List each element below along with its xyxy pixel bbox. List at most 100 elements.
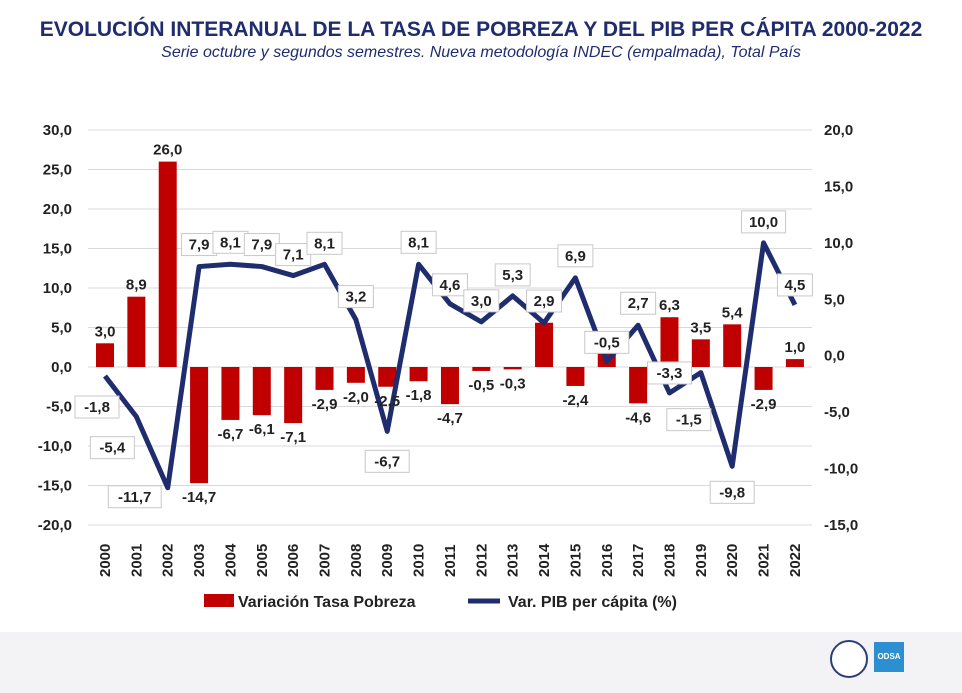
right-axis-tick: 0,0	[824, 348, 845, 365]
x-axis-tick: 2021	[756, 544, 773, 577]
x-axis-tick: 2006	[285, 544, 302, 577]
right-axis-tick: -10,0	[824, 461, 858, 478]
line-data-label: 5,3	[502, 267, 523, 284]
bar-2000	[96, 343, 114, 367]
bar-2020	[723, 324, 742, 367]
bar-data-label: 1,0	[784, 339, 805, 356]
x-axis-tick: 2005	[254, 544, 271, 577]
left-axis-tick: -15,0	[38, 478, 72, 495]
line-label-box	[107, 485, 162, 509]
x-axis-tick: 2013	[505, 544, 522, 577]
legend-bar-label: Variación Tasa Pobreza	[238, 594, 416, 611]
bar-2006	[284, 367, 303, 424]
chart-title: EVOLUCIÓN INTERANUAL DE LA TASA DE POBRE…	[39, 18, 923, 41]
bar-data-label: 26,0	[153, 142, 182, 159]
bar-data-label: -14,7	[182, 489, 216, 506]
bar-2013	[503, 367, 522, 370]
left-axis-tick: 0,0	[51, 359, 72, 376]
left-axis-tick: 5,0	[51, 320, 72, 337]
x-axis-tick: 2011	[442, 544, 459, 577]
line-data-label: -11,7	[118, 489, 151, 506]
bar-2005	[252, 367, 271, 416]
bar-data-label: -2,4	[562, 392, 589, 409]
bar-2019	[691, 339, 710, 367]
bar-2008	[346, 367, 365, 383]
x-axis-tick: 2009	[379, 544, 396, 577]
line-data-label: 4,6	[440, 277, 461, 294]
line-label-box	[89, 436, 135, 460]
bar-2017	[629, 367, 648, 404]
bar-data-label: 8,9	[126, 277, 147, 294]
bar-data-label: 3,5	[690, 319, 711, 336]
line-data-label: 7,9	[251, 237, 272, 254]
left-axis-tick: -20,0	[38, 517, 72, 534]
x-axis-tick: 2018	[661, 544, 678, 577]
left-axis-tick: 15,0	[43, 241, 72, 258]
left-axis-tick: -5,0	[46, 399, 72, 416]
right-axis-tick: 20,0	[824, 122, 853, 139]
bar-data-label: -6,7	[218, 426, 244, 443]
line-label-box	[584, 330, 630, 354]
x-axis-tick: 2008	[348, 544, 365, 577]
bar-2002	[158, 161, 177, 367]
line-data-label: 3,2	[345, 289, 366, 306]
x-axis-tick: 2003	[191, 544, 208, 577]
line-label-box	[709, 480, 755, 504]
bar-data-label: 6,3	[659, 297, 680, 314]
left-axis-tick: 20,0	[43, 201, 72, 218]
line-data-label: 2,9	[534, 293, 555, 310]
line-label-box	[431, 273, 468, 297]
bar-data-label: -0,5	[468, 377, 494, 394]
legend-line-label: Var. PIB per cápita (%)	[508, 594, 677, 611]
line-data-label: 10,0	[749, 214, 778, 231]
bar-2010	[409, 367, 428, 382]
bar-data-label: -1,8	[406, 387, 432, 404]
x-axis-tick: 2022	[787, 544, 804, 577]
bar-data-label: -0,3	[500, 375, 526, 392]
right-axis-tick: -5,0	[824, 404, 850, 421]
line-label-box	[526, 289, 563, 313]
bar-2021	[754, 367, 773, 390]
bar-data-label: -6,1	[249, 421, 275, 438]
right-axis-tick: 15,0	[824, 178, 853, 195]
line-label-box	[494, 263, 531, 287]
line-data-label: -5,4	[99, 440, 126, 457]
bar-2018	[660, 317, 679, 367]
line-label-box	[741, 210, 787, 234]
line-label-box	[620, 291, 657, 315]
line-data-label: 7,9	[189, 237, 210, 254]
odsa-logo: ODSA	[874, 642, 904, 672]
line-data-label: 8,1	[220, 234, 241, 251]
legend-bar-swatch	[204, 594, 234, 607]
bar-2022	[785, 359, 804, 367]
line-label-box	[646, 361, 692, 385]
line-label-box	[557, 244, 594, 268]
line-data-label: -1,8	[84, 399, 110, 416]
x-axis-tick: 2000	[97, 544, 114, 577]
line-data-label: 6,9	[565, 248, 586, 265]
bar-2007	[315, 367, 334, 390]
x-axis-tick: 2001	[128, 544, 145, 577]
line-data-label: 2,7	[628, 295, 649, 312]
bar-data-label: -2,5	[374, 393, 400, 410]
line-data-label: 8,1	[408, 234, 429, 251]
x-axis-tick: 2014	[536, 543, 553, 577]
line-label-box	[74, 395, 120, 419]
left-axis-tick: -10,0	[38, 438, 72, 455]
bar-data-label: -7,1	[280, 429, 306, 446]
right-axis-tick: 10,0	[824, 235, 853, 252]
x-axis-tick: 2020	[724, 544, 741, 577]
institution-seal-logo	[830, 640, 868, 678]
bar-data-label: -2,9	[751, 396, 777, 413]
footer	[0, 632, 962, 693]
pib-line	[103, 240, 798, 491]
x-axis-tick: 2010	[411, 544, 428, 577]
x-axis-tick: 2002	[160, 544, 177, 577]
line-data-label: 8,1	[314, 235, 335, 252]
line-label-box	[337, 285, 374, 309]
line-label-box	[463, 289, 500, 313]
line-data-label: -6,7	[374, 453, 400, 470]
bar-2015	[566, 367, 585, 386]
bar-data-label: 5,4	[722, 304, 744, 321]
bar-data-label: -2,9	[312, 396, 338, 413]
